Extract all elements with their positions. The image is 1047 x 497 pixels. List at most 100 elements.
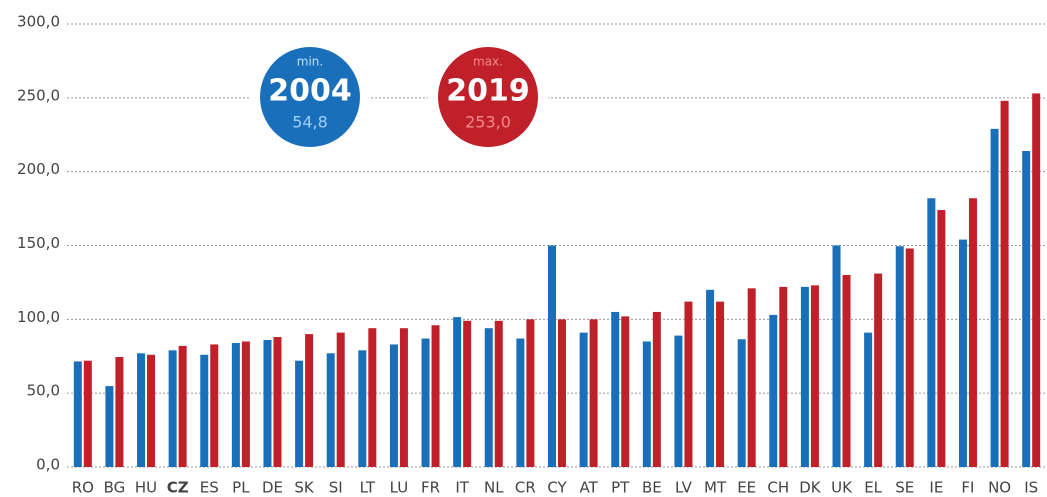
bar bbox=[958, 239, 967, 467]
x-tick-label: FR bbox=[421, 479, 440, 497]
x-tick-label: RO bbox=[72, 479, 94, 497]
bar bbox=[747, 288, 756, 467]
x-tick-label: LV bbox=[675, 479, 693, 497]
bar bbox=[589, 319, 598, 467]
bar bbox=[399, 328, 408, 467]
bar bbox=[178, 345, 187, 467]
annotation-circle bbox=[438, 47, 538, 147]
x-tick-label: ES bbox=[200, 479, 219, 497]
x-tick-label: EL bbox=[864, 479, 882, 497]
x-tick-label: SE bbox=[895, 479, 914, 497]
bar bbox=[105, 386, 114, 467]
x-tick-label: CH bbox=[767, 479, 789, 497]
y-tick-label: 0,0 bbox=[36, 456, 60, 474]
annotation-year: 2004 bbox=[268, 74, 352, 109]
annotation-kind: min. bbox=[297, 55, 323, 69]
bar bbox=[1032, 93, 1041, 468]
bar bbox=[737, 339, 746, 467]
x-tick-label: IS bbox=[1024, 479, 1038, 497]
bar bbox=[463, 320, 472, 467]
bar bbox=[516, 338, 525, 467]
y-tick-label: 100,0 bbox=[17, 308, 60, 326]
annotation-year: 2019 bbox=[446, 74, 530, 109]
bar bbox=[937, 210, 946, 467]
bar bbox=[842, 275, 851, 467]
bar bbox=[611, 311, 620, 467]
x-tick-label: SK bbox=[294, 479, 315, 497]
bar bbox=[895, 246, 904, 467]
bar bbox=[674, 335, 683, 467]
bar bbox=[147, 354, 156, 467]
bar bbox=[706, 289, 715, 467]
bar bbox=[231, 342, 240, 467]
bar bbox=[168, 350, 177, 467]
bar bbox=[295, 360, 304, 467]
bar bbox=[484, 328, 493, 467]
x-tick-label: CZ bbox=[167, 479, 189, 497]
bar bbox=[769, 314, 778, 467]
bar bbox=[579, 332, 588, 467]
annotation-circle bbox=[260, 47, 360, 147]
x-tick-label: DE bbox=[262, 479, 283, 497]
x-tick-label: FI bbox=[961, 479, 974, 497]
bar bbox=[73, 361, 82, 467]
y-tick-label: 150,0 bbox=[17, 234, 60, 252]
bar bbox=[83, 360, 92, 467]
x-tick-label: PL bbox=[232, 479, 250, 497]
bar bbox=[115, 356, 124, 467]
bar bbox=[716, 301, 725, 467]
x-tick-label: BE bbox=[642, 479, 662, 497]
x-tick-label: HU bbox=[135, 479, 157, 497]
bar bbox=[431, 325, 440, 467]
bar bbox=[800, 286, 809, 467]
bar bbox=[336, 332, 345, 467]
y-tick-label: 200,0 bbox=[17, 160, 60, 178]
bar bbox=[200, 354, 209, 467]
x-tick-label: DK bbox=[799, 479, 822, 497]
x-tick-label: CY bbox=[547, 479, 567, 497]
x-tick-label: CR bbox=[515, 479, 536, 497]
bar bbox=[621, 316, 630, 467]
x-tick-label: IT bbox=[455, 479, 469, 497]
bar bbox=[642, 341, 651, 467]
annotation-value: 54,8 bbox=[292, 113, 328, 132]
y-tick-label: 250,0 bbox=[17, 86, 60, 104]
bar bbox=[137, 353, 146, 467]
bar bbox=[558, 319, 566, 467]
x-tick-label: NO bbox=[988, 479, 1011, 497]
bar bbox=[273, 337, 282, 467]
bar bbox=[990, 128, 999, 468]
bar bbox=[684, 301, 693, 467]
bar bbox=[1000, 100, 1009, 467]
x-tick-label: BG bbox=[104, 479, 126, 497]
bar bbox=[210, 344, 219, 467]
bar bbox=[389, 344, 398, 467]
y-tick-label: 300,0 bbox=[17, 13, 60, 31]
annotation-kind: max. bbox=[473, 55, 503, 69]
bar bbox=[832, 245, 841, 467]
bar bbox=[358, 350, 367, 467]
bar bbox=[548, 245, 556, 467]
x-tick-label: IE bbox=[929, 479, 943, 497]
bar bbox=[368, 328, 377, 467]
bar bbox=[421, 338, 430, 467]
y-tick-label: 50,0 bbox=[27, 382, 60, 400]
bar bbox=[326, 353, 335, 467]
bar bbox=[968, 198, 977, 467]
x-tick-label: SI bbox=[329, 479, 343, 497]
bar bbox=[494, 320, 503, 467]
bar bbox=[652, 311, 661, 467]
x-tick-label: PT bbox=[611, 479, 630, 497]
bar bbox=[1022, 150, 1031, 467]
x-tick-label: MT bbox=[704, 479, 727, 497]
x-tick-label: LT bbox=[360, 479, 376, 497]
bar bbox=[263, 340, 272, 467]
bar bbox=[874, 273, 883, 467]
x-tick-label: UK bbox=[831, 479, 853, 497]
bar bbox=[864, 332, 873, 467]
annotation-value: 253,0 bbox=[465, 113, 511, 132]
bar bbox=[526, 319, 535, 467]
bar bbox=[453, 317, 462, 467]
bar bbox=[810, 285, 819, 467]
